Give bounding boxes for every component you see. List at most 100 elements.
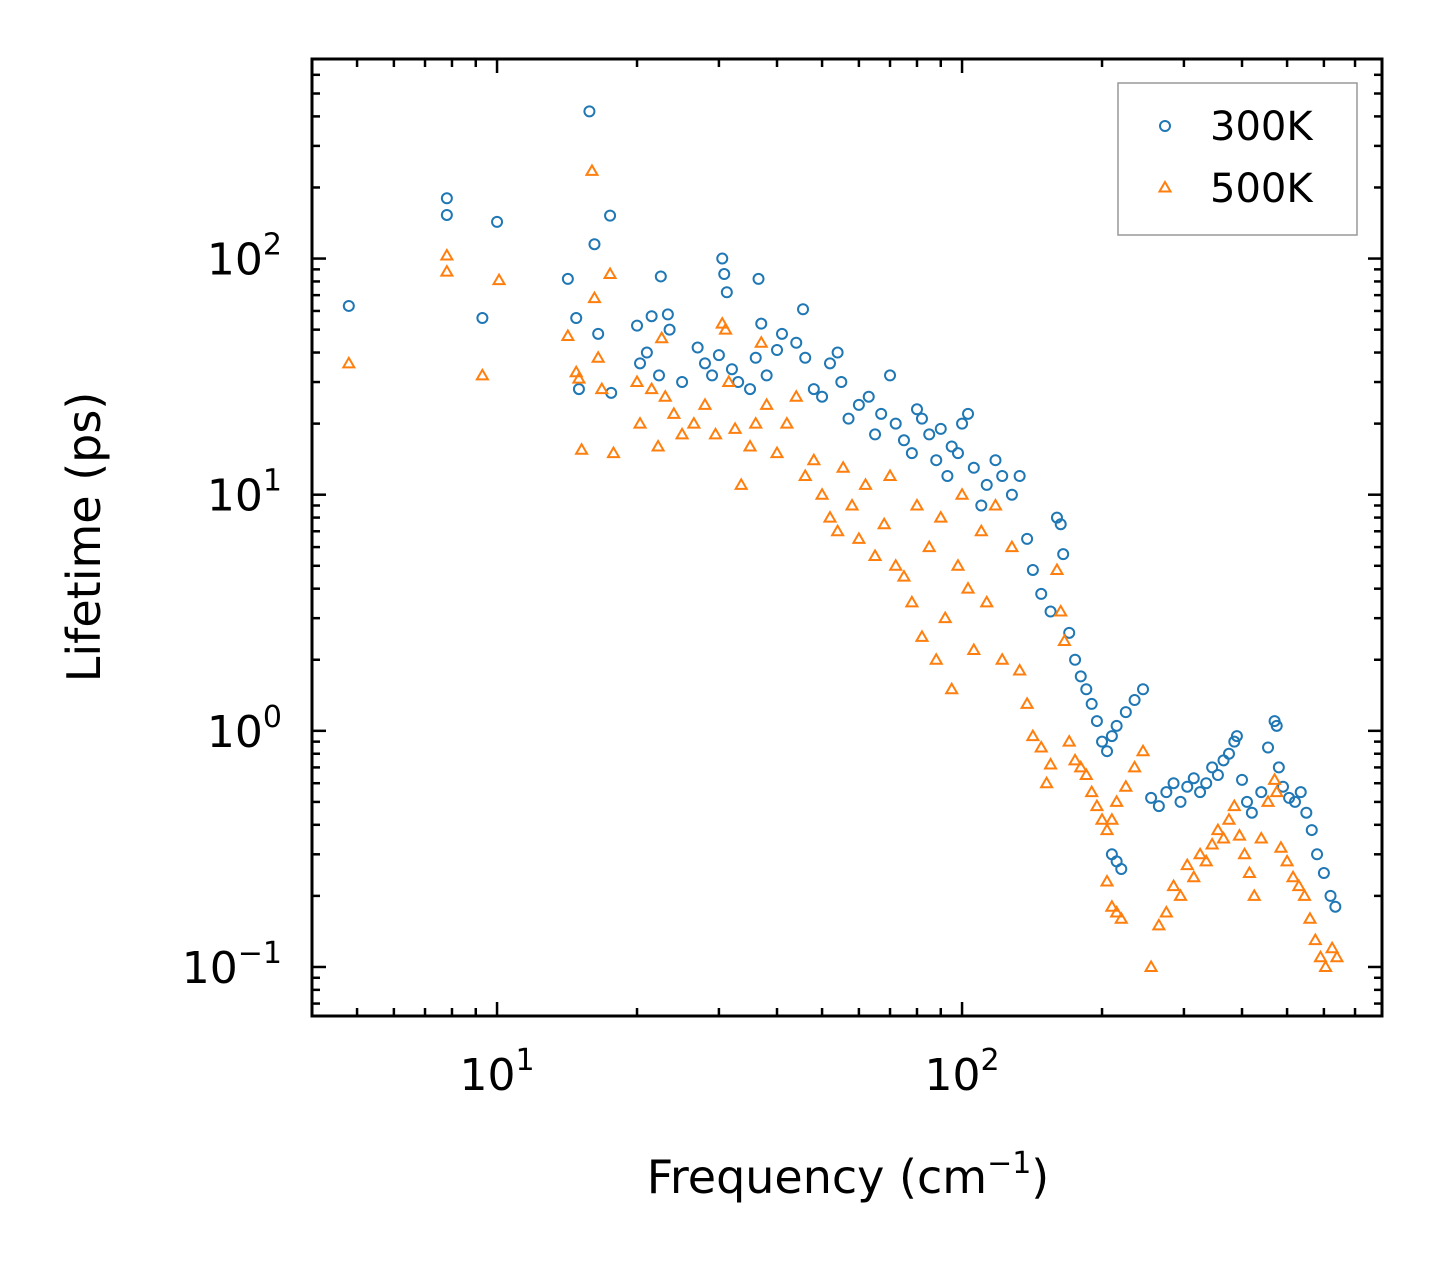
legend-box: [1117, 82, 1358, 236]
point-300k: [1152, 800, 1165, 813]
y-tick-label: 10−1: [182, 936, 282, 994]
plot-frame: [310, 57, 1384, 1018]
point-500k: [1260, 794, 1276, 807]
point-500k: [1297, 888, 1312, 901]
point-500k: [1302, 911, 1318, 924]
x-tick-label: 101: [459, 1043, 534, 1101]
point-300k: [869, 428, 882, 441]
point-300k: [975, 499, 988, 512]
point-500k: [974, 523, 989, 537]
point-300k: [1057, 548, 1070, 561]
point-500k: [1216, 831, 1231, 844]
point-300k: [862, 390, 875, 403]
point-500k: [966, 642, 982, 655]
point-500k: [1061, 734, 1077, 747]
x-axis-label-superscript: −1: [987, 1146, 1031, 1181]
point-500k: [979, 594, 994, 608]
point-500k: [1159, 905, 1174, 918]
point-500k: [1221, 812, 1237, 825]
point-500k: [960, 581, 976, 594]
point-300k: [634, 357, 647, 370]
point-300k: [989, 454, 1002, 467]
point-500k: [1039, 775, 1054, 789]
point-500k: [1232, 828, 1247, 841]
point-500k: [1269, 784, 1284, 798]
point-300k: [718, 268, 731, 281]
point-300k: [1245, 806, 1258, 819]
point-500k: [1049, 562, 1065, 575]
point-300k: [956, 417, 969, 430]
point-300k: [631, 319, 644, 332]
point-500k: [571, 371, 587, 384]
x-axis-label-close: ): [1031, 1150, 1049, 1204]
point-300k: [732, 376, 745, 389]
point-300k: [725, 363, 738, 376]
point-300k: [1222, 747, 1235, 760]
point-500k: [584, 163, 600, 176]
point-500k: [475, 367, 490, 381]
point-300k: [1181, 780, 1194, 793]
point-300k: [951, 447, 964, 460]
point-300k: [592, 327, 605, 340]
point-500k: [587, 290, 602, 304]
point-300k: [1211, 769, 1224, 782]
point-300k: [1096, 735, 1109, 748]
point-500k: [1127, 759, 1142, 773]
point-500k: [929, 652, 944, 665]
point-300k: [923, 428, 936, 441]
y-tick-label: 102: [207, 228, 282, 286]
point-300k: [752, 272, 765, 285]
point-500k: [654, 330, 669, 344]
point-500k: [644, 381, 659, 395]
point-300k: [653, 369, 666, 382]
point-500k: [858, 477, 873, 490]
point-500k: [1012, 663, 1027, 676]
point-300k: [604, 209, 617, 222]
point-300k: [1054, 518, 1067, 531]
point-500k: [789, 389, 804, 402]
point-500k: [759, 397, 774, 410]
point-300k: [875, 407, 888, 420]
point-500k: [1186, 869, 1202, 883]
point-300k: [583, 105, 596, 118]
data-points: [341, 105, 1345, 972]
point-300k: [1324, 889, 1337, 902]
point-500k: [1094, 812, 1110, 825]
point-300k: [645, 310, 658, 323]
point-500k: [1204, 837, 1220, 850]
point-500k: [1104, 899, 1120, 912]
point-500k: [876, 516, 892, 530]
point-300k: [570, 312, 583, 325]
point-500k: [867, 548, 883, 562]
point-300k: [1217, 754, 1230, 767]
point-300k: [476, 312, 489, 325]
point-500k: [1291, 878, 1307, 892]
series-300k: [342, 105, 1342, 913]
point-500k: [491, 272, 507, 286]
point-500k: [882, 468, 898, 482]
point-500k: [754, 335, 769, 348]
point-500k: [954, 487, 970, 500]
point-500k: [909, 498, 925, 511]
point-300k: [749, 351, 762, 364]
point-500k: [748, 416, 763, 429]
point-500k: [1004, 539, 1020, 553]
point-500k: [727, 421, 743, 434]
point-500k: [708, 426, 723, 440]
point-500k: [797, 468, 813, 482]
point-500k: [814, 487, 830, 500]
point-500k: [1237, 846, 1252, 860]
point-300k: [706, 369, 719, 382]
point-500k: [1079, 767, 1094, 781]
point-500k: [944, 681, 959, 695]
point-500k: [1324, 940, 1340, 954]
point-500k: [1019, 696, 1035, 709]
point-500k: [1057, 633, 1072, 647]
point-500k: [1089, 798, 1105, 812]
point-500k: [718, 322, 733, 335]
point-500k: [1109, 794, 1124, 807]
point-500k: [1198, 853, 1214, 867]
point-300k: [1206, 761, 1219, 774]
point-500k: [602, 266, 618, 280]
